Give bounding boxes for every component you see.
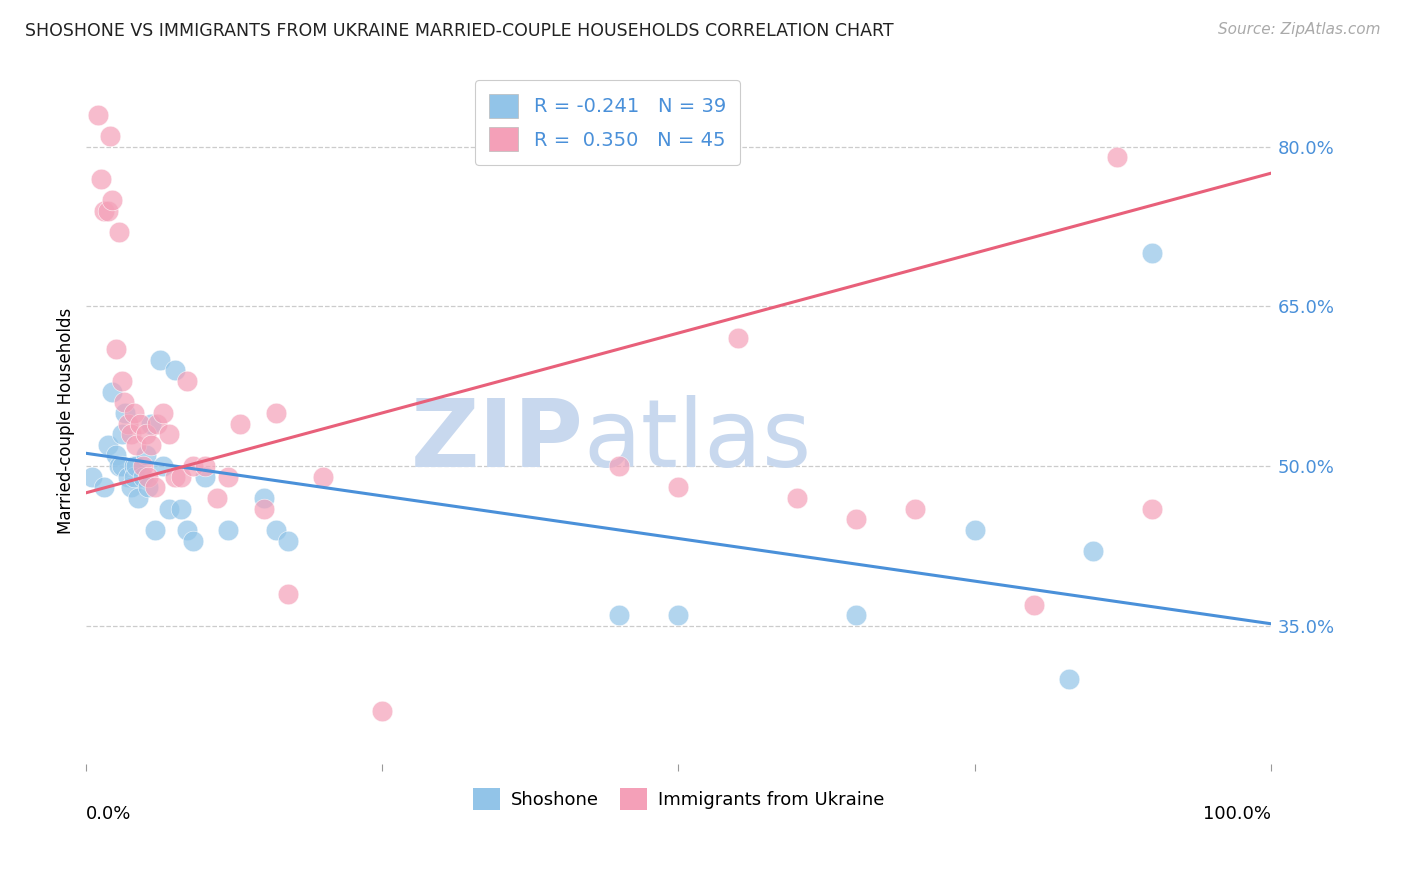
Point: [117, 417, 139, 431]
Point: [668, 608, 690, 623]
Text: ZIP: ZIP: [411, 395, 583, 487]
Point: [120, 427, 142, 442]
Point: [87, 108, 110, 122]
Point: [157, 501, 180, 516]
Point: [101, 193, 124, 207]
Point: [111, 374, 134, 388]
Point: [253, 501, 276, 516]
Point: [89, 171, 111, 186]
Point: [117, 469, 139, 483]
Point: [132, 459, 155, 474]
Point: [82, 469, 104, 483]
Point: [181, 533, 204, 548]
Point: [217, 469, 239, 483]
Point: [114, 406, 136, 420]
Y-axis label: Married-couple Households: Married-couple Households: [58, 308, 75, 534]
Point: [127, 491, 149, 505]
Point: [1059, 672, 1081, 686]
Point: [845, 608, 868, 623]
Point: [194, 469, 217, 483]
Point: [152, 406, 174, 420]
Point: [205, 491, 228, 505]
Point: [120, 480, 142, 494]
Text: atlas: atlas: [583, 395, 813, 487]
Point: [165, 363, 187, 377]
Point: [264, 406, 287, 420]
Text: 100.0%: 100.0%: [1202, 805, 1271, 823]
Point: [97, 438, 120, 452]
Point: [786, 491, 808, 505]
Point: [904, 501, 927, 516]
Point: [165, 469, 187, 483]
Point: [1142, 501, 1164, 516]
Point: [93, 480, 115, 494]
Point: [152, 459, 174, 474]
Point: [108, 459, 131, 474]
Point: [122, 459, 145, 474]
Point: [134, 427, 156, 442]
Point: [181, 459, 204, 474]
Text: SHOSHONE VS IMMIGRANTS FROM UKRAINE MARRIED-COUPLE HOUSEHOLDS CORRELATION CHART: SHOSHONE VS IMMIGRANTS FROM UKRAINE MARR…: [25, 22, 894, 40]
Point: [112, 395, 135, 409]
Point: [371, 704, 394, 718]
Point: [277, 533, 299, 548]
Point: [149, 352, 172, 367]
Point: [104, 342, 127, 356]
Point: [229, 417, 252, 431]
Point: [108, 225, 131, 239]
Point: [141, 417, 163, 431]
Point: [111, 459, 134, 474]
Point: [136, 480, 159, 494]
Point: [312, 469, 335, 483]
Point: [122, 469, 145, 483]
Point: [125, 438, 148, 452]
Point: [125, 459, 148, 474]
Point: [607, 459, 630, 474]
Point: [607, 608, 630, 623]
Point: [97, 203, 120, 218]
Point: [176, 374, 198, 388]
Point: [170, 501, 193, 516]
Point: [1022, 598, 1045, 612]
Point: [122, 406, 145, 420]
Point: [176, 523, 198, 537]
Legend: Shoshone, Immigrants from Ukraine: Shoshone, Immigrants from Ukraine: [465, 780, 891, 817]
Point: [157, 427, 180, 442]
Point: [264, 523, 287, 537]
Text: Source: ZipAtlas.com: Source: ZipAtlas.com: [1218, 22, 1381, 37]
Point: [668, 480, 690, 494]
Point: [98, 128, 121, 143]
Point: [141, 438, 163, 452]
Point: [1081, 544, 1104, 558]
Point: [194, 459, 217, 474]
Point: [128, 417, 150, 431]
Point: [93, 203, 115, 218]
Point: [143, 480, 166, 494]
Point: [963, 523, 986, 537]
Point: [111, 427, 134, 442]
Point: [845, 512, 868, 526]
Point: [134, 449, 156, 463]
Point: [727, 331, 749, 345]
Point: [253, 491, 276, 505]
Point: [170, 469, 193, 483]
Text: 0.0%: 0.0%: [86, 805, 132, 823]
Point: [143, 523, 166, 537]
Point: [136, 469, 159, 483]
Point: [1142, 246, 1164, 260]
Point: [104, 449, 127, 463]
Point: [101, 384, 124, 399]
Point: [146, 417, 169, 431]
Point: [132, 469, 155, 483]
Point: [277, 587, 299, 601]
Point: [1105, 150, 1128, 164]
Point: [217, 523, 239, 537]
